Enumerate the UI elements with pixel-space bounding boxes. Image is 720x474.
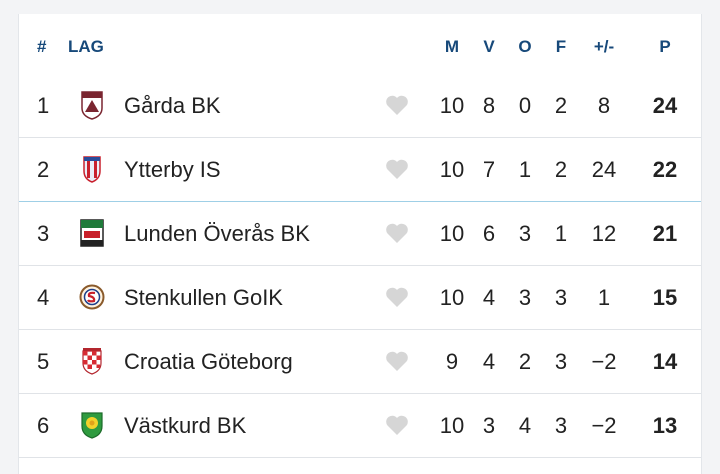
- team-name[interactable]: Croatia Göteborg: [124, 349, 293, 374]
- cell-drawn: 2: [518, 349, 532, 374]
- cell-won: 7: [482, 157, 496, 182]
- table-row[interactable]: 5 Croatia Göteborg 9 4 2 3 −2 14: [19, 330, 701, 394]
- cell-played: 10: [439, 157, 465, 182]
- cell-won: 6: [482, 221, 496, 246]
- cell-goal-diff: −2: [591, 413, 617, 438]
- cell-points: 14: [652, 349, 678, 374]
- cell-played: 10: [439, 413, 465, 438]
- team-name[interactable]: Gårda BK: [124, 93, 221, 118]
- row-rank: 6: [37, 413, 50, 438]
- cell-played: 10: [439, 285, 465, 310]
- row-rank: 4: [37, 285, 50, 310]
- favorite-heart-icon[interactable]: [385, 414, 409, 442]
- cell-played: 9: [445, 349, 459, 374]
- header-rank: #: [37, 37, 47, 56]
- header-team[interactable]: LAG: [68, 37, 104, 56]
- cell-drawn: 1: [518, 157, 532, 182]
- lunden-overas-bk-crest-icon: [79, 218, 105, 248]
- garda-bk-crest-icon: [79, 90, 105, 120]
- cell-lost: 3: [554, 285, 568, 310]
- team-name[interactable]: Västkurd BK: [124, 413, 247, 438]
- cell-played: 10: [439, 221, 465, 246]
- row-rank: 3: [37, 221, 50, 246]
- stenkullen-goik-crest-icon: [79, 282, 105, 312]
- table-row[interactable]: 3 Lunden Överås BK 10 6 3 1 12 21: [19, 202, 701, 266]
- favorite-heart-icon[interactable]: [385, 158, 409, 186]
- table-row[interactable]: 6 Västkurd BK 10 3 4 3 −2 13: [19, 394, 701, 458]
- cell-points: 21: [652, 221, 678, 246]
- row-rank: 2: [37, 157, 50, 182]
- favorite-heart-icon[interactable]: [385, 222, 409, 250]
- favorite-heart-icon[interactable]: [385, 286, 409, 314]
- table-row[interactable]: 2 Ytterby IS 10 7 1 2 24 22: [19, 138, 701, 202]
- header-lost[interactable]: F: [555, 37, 567, 56]
- cell-lost: 3: [554, 349, 568, 374]
- table-row[interactable]: 4 Stenkullen GoIK 10 4 3 3 1 15: [19, 266, 701, 330]
- cell-points: 22: [652, 157, 678, 182]
- ytterby-is-crest-icon: [79, 154, 105, 184]
- cell-lost: 1: [554, 221, 568, 246]
- vastkurd-bk-crest-icon: [79, 410, 105, 440]
- cell-played: 10: [439, 93, 465, 118]
- cell-lost: 2: [554, 157, 568, 182]
- table-row[interactable]: 1 Gårda BK 10 8 0 2 8 24: [19, 74, 701, 138]
- header-drawn[interactable]: O: [518, 37, 532, 56]
- cell-points: 13: [652, 413, 678, 438]
- row-rank: 1: [37, 93, 50, 118]
- favorite-heart-icon[interactable]: [385, 94, 409, 122]
- row-rank: 5: [37, 349, 50, 374]
- cell-lost: 2: [554, 93, 568, 118]
- cell-drawn: 4: [518, 413, 532, 438]
- favorite-heart-icon[interactable]: [385, 350, 409, 378]
- cell-points: 15: [652, 285, 678, 310]
- croatia-goteborg-crest-icon: [79, 346, 105, 376]
- cell-drawn: 3: [518, 285, 532, 310]
- team-name[interactable]: Ytterby IS: [124, 157, 221, 182]
- cell-won: 8: [482, 93, 496, 118]
- cell-points: 24: [652, 93, 678, 118]
- cell-goal-diff: 1: [597, 285, 611, 310]
- cell-won: 3: [482, 413, 496, 438]
- cell-won: 4: [482, 349, 496, 374]
- cell-drawn: 0: [518, 93, 532, 118]
- cell-goal-diff: 24: [591, 157, 617, 182]
- header-points[interactable]: P: [659, 37, 671, 56]
- cell-won: 4: [482, 285, 496, 310]
- table-header: # LAG M V O F +/- P: [19, 14, 701, 74]
- team-name[interactable]: Stenkullen GoIK: [124, 285, 283, 310]
- cell-drawn: 3: [518, 221, 532, 246]
- cell-goal-diff: −2: [591, 349, 617, 374]
- header-won[interactable]: V: [483, 37, 495, 56]
- standings-table: # LAG M V O F +/- P 1 Gårda BK 10 8 0 2 …: [18, 14, 702, 474]
- cell-goal-diff: 8: [597, 93, 611, 118]
- team-name[interactable]: Lunden Överås BK: [124, 221, 310, 246]
- cell-lost: 3: [554, 413, 568, 438]
- cell-goal-diff: 12: [591, 221, 617, 246]
- header-goal-diff[interactable]: +/-: [593, 37, 615, 56]
- header-played[interactable]: M: [444, 37, 460, 56]
